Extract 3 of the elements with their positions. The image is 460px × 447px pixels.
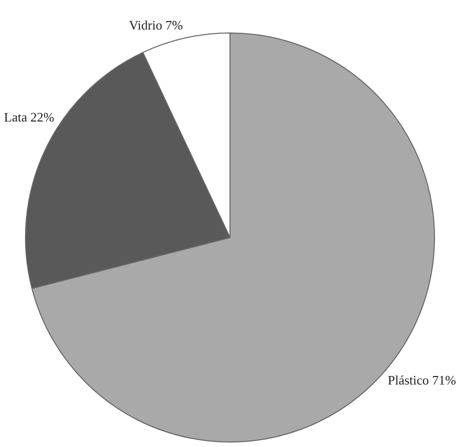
slice-label: Plástico 71% <box>388 372 456 388</box>
slice-label: Vidrio 7% <box>129 18 183 33</box>
slice-label: Lata 22% <box>4 110 54 125</box>
